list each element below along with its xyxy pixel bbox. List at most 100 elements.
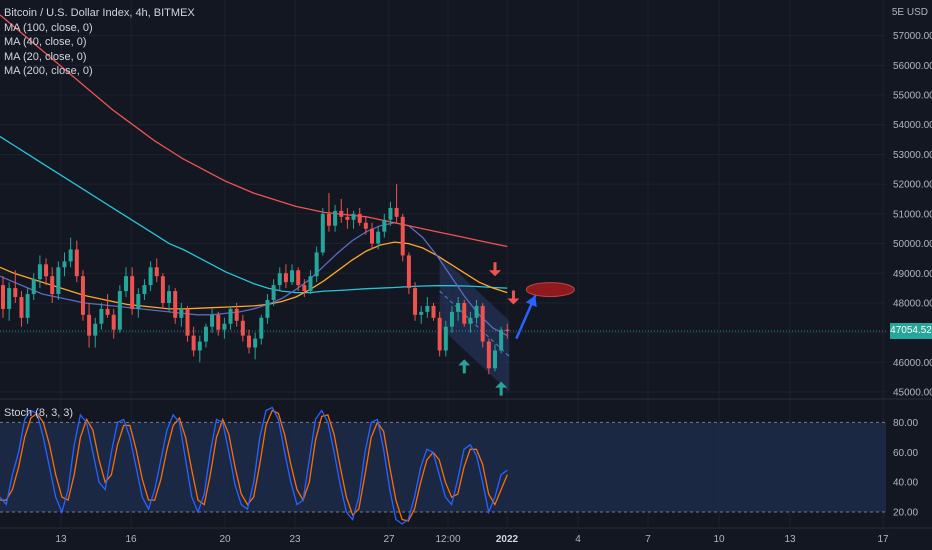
candle xyxy=(351,210,356,229)
candle xyxy=(388,201,393,226)
candle xyxy=(99,302,104,330)
candle xyxy=(413,282,418,321)
time-tick-label: 10 xyxy=(713,534,725,545)
last-price-tag: 47054.52 xyxy=(890,323,932,339)
candle-body xyxy=(333,210,338,226)
candle xyxy=(363,216,368,235)
candle xyxy=(326,193,331,232)
candle xyxy=(203,323,208,348)
buy-arrow xyxy=(495,381,508,396)
candle xyxy=(234,302,239,327)
candle-body xyxy=(56,267,61,295)
candle xyxy=(185,305,190,342)
candle xyxy=(265,294,270,324)
candle xyxy=(216,311,221,336)
candle-body xyxy=(7,288,12,309)
time-tick-label: 4 xyxy=(575,534,581,545)
candle xyxy=(499,326,504,354)
stoch-tick-label: 60.00 xyxy=(893,448,918,459)
candle-body xyxy=(271,285,276,300)
candle-body xyxy=(505,329,510,332)
candle-body xyxy=(228,308,233,324)
candle-body xyxy=(400,216,405,256)
stoch-tick-label: 20.00 xyxy=(893,508,918,519)
candle-body xyxy=(431,305,436,318)
candle xyxy=(400,213,405,262)
candle-body xyxy=(468,317,473,324)
candle-body xyxy=(142,285,147,295)
price-tick-label: 48000.00 xyxy=(893,298,932,309)
candle xyxy=(62,252,67,277)
candle-body xyxy=(19,297,24,318)
candle xyxy=(117,285,122,333)
candle xyxy=(1,276,5,318)
time-tick-label: 7 xyxy=(645,534,651,545)
candle-body xyxy=(50,276,55,295)
candle-body xyxy=(462,302,467,324)
candle xyxy=(296,267,301,292)
price-tick-label: 53000.00 xyxy=(893,150,932,161)
candle xyxy=(240,314,245,342)
candle xyxy=(136,288,141,318)
candles xyxy=(1,184,510,375)
candle xyxy=(259,314,264,345)
candle xyxy=(314,246,319,283)
candle-body xyxy=(382,219,387,232)
candle-body xyxy=(277,273,282,286)
candle-body xyxy=(1,285,5,309)
candle-body xyxy=(99,308,104,324)
candle-body xyxy=(173,291,178,318)
time-tick-label: 12:00 xyxy=(435,534,460,545)
candle-body xyxy=(425,305,430,312)
sell-arrow xyxy=(489,262,501,277)
candle-body xyxy=(443,326,448,351)
candle xyxy=(486,338,491,375)
candle xyxy=(333,204,338,232)
candle-body xyxy=(80,276,85,315)
candle-body xyxy=(185,308,190,336)
candle-body xyxy=(363,222,368,229)
candle xyxy=(44,258,49,286)
candle-body xyxy=(308,276,313,292)
candle xyxy=(19,291,24,327)
candle-body xyxy=(314,252,319,277)
candle-body xyxy=(456,302,461,312)
candle-body xyxy=(351,213,356,220)
candle-body xyxy=(296,270,301,286)
candle xyxy=(290,264,295,286)
candle xyxy=(308,270,313,295)
candle xyxy=(111,308,116,339)
candle xyxy=(283,264,288,289)
candle-body xyxy=(320,213,325,253)
currency-label[interactable]: 5E USD xyxy=(891,7,928,18)
candle xyxy=(406,252,411,295)
candle xyxy=(130,267,135,315)
candle-body xyxy=(31,279,36,295)
candle-body xyxy=(302,285,307,292)
candle xyxy=(370,222,374,250)
candle-body xyxy=(216,314,221,330)
legend-ma40[interactable]: MA (40, close, 0) xyxy=(4,36,87,48)
candle-body xyxy=(154,267,159,277)
candle-body xyxy=(13,288,18,298)
stoch-k-line xyxy=(0,406,508,525)
stoch-legend[interactable]: Stoch (8, 3, 3) xyxy=(4,407,74,419)
candle-body xyxy=(265,299,270,318)
candle-body xyxy=(111,314,116,330)
candle-body xyxy=(105,308,110,315)
candle-body xyxy=(345,216,350,220)
candle xyxy=(7,282,12,321)
legend-ma20[interactable]: MA (20, close, 0) xyxy=(4,50,87,63)
time-tick-label: 13 xyxy=(55,534,67,545)
candle-body xyxy=(74,249,79,277)
candle xyxy=(253,332,258,360)
candle xyxy=(68,237,73,268)
legend-symbol[interactable]: Bitcoin / U.S. Dollar Index, 4h, BITMEX xyxy=(4,7,195,19)
candle xyxy=(302,279,307,298)
legend-ma200[interactable]: MA (200, close, 0) xyxy=(4,65,93,77)
candle-body xyxy=(437,317,442,351)
legend-ma100[interactable]: MA (100, close, 0) xyxy=(4,21,93,34)
candle-body xyxy=(474,305,479,318)
candle xyxy=(105,294,110,318)
